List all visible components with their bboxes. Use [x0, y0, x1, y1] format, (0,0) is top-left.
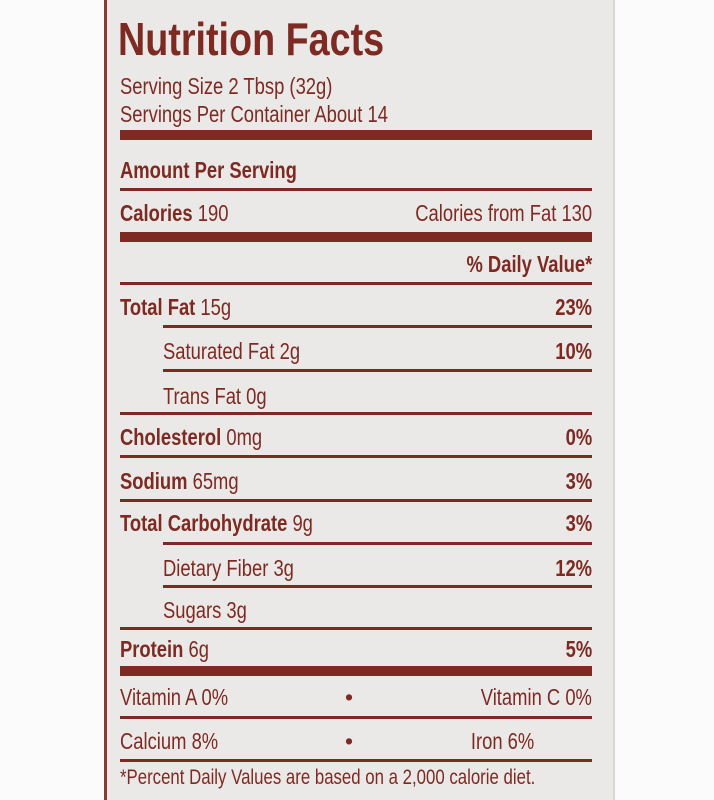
- nutrient-row: Sugars 3g: [120, 596, 592, 624]
- divider: [120, 627, 592, 630]
- nutrient-row: Cholesterol 0mg 0%: [120, 423, 592, 451]
- vitamins-1-right: Iron 6%: [470, 728, 534, 754]
- bullet: •: [345, 728, 354, 754]
- divider: [120, 666, 592, 676]
- serving-size: Serving Size 2 Tbsp (32g): [120, 73, 333, 99]
- calories-from-fat-label: Calories from Fat: [415, 200, 557, 226]
- calories-from-fat-value: 130: [561, 200, 592, 226]
- divider: [120, 232, 592, 242]
- nutrients-2-label: Trans Fat: [163, 383, 242, 409]
- nutrients-5-label: Total Carbohydrate: [120, 510, 288, 536]
- vitamin-row: Calcium 8% • Iron 6%: [120, 727, 592, 755]
- vitamins-0-right: Vitamin C 0%: [480, 684, 592, 710]
- vitamin-row: Vitamin A 0% • Vitamin C 0%: [120, 683, 592, 711]
- divider: [120, 716, 592, 719]
- nutrients-4-dv: 3%: [565, 468, 592, 494]
- nutrients-8-amount: 6g: [188, 636, 209, 662]
- nutrient-row: Total Carbohydrate 9g 3%: [120, 509, 592, 537]
- divider: [120, 412, 592, 415]
- nutrients-5-dv: 3%: [565, 510, 592, 536]
- footnote: *Percent Daily Values are based on a 2,0…: [120, 766, 536, 789]
- divider: [120, 759, 592, 762]
- nutrient-row: Dietary Fiber 3g 12%: [120, 554, 592, 582]
- nutrients-7-amount: 3g: [226, 597, 247, 623]
- nutrients-1-dv: 10%: [555, 338, 592, 364]
- divider: [163, 585, 592, 588]
- bullet: •: [345, 684, 354, 710]
- divider: [120, 188, 592, 191]
- divider: [120, 282, 592, 285]
- calories-label: Calories: [120, 200, 193, 226]
- divider: [163, 369, 592, 372]
- nutrient-row: Sodium 65mg 3%: [120, 467, 592, 495]
- nutrients-6-amount: 3g: [273, 555, 294, 581]
- nutrients-0-label: Total Fat: [120, 294, 196, 320]
- servings-per-container: Servings Per Container About 14: [120, 101, 388, 127]
- divider: [120, 455, 592, 458]
- nutrients-8-label: Protein: [120, 636, 184, 662]
- nutrients-4-label: Sodium: [120, 468, 188, 494]
- nutrient-row: Trans Fat 0g: [120, 382, 592, 410]
- nutrients-0-amount: 15g: [200, 294, 232, 320]
- nutrients-3-amount: 0mg: [226, 424, 263, 450]
- nutrients-6-dv: 12%: [555, 555, 592, 581]
- nutrients-0-dv: 23%: [555, 294, 592, 320]
- nutrients-6-label: Dietary Fiber: [163, 555, 269, 581]
- divider: [163, 325, 592, 328]
- label-title: Nutrition Facts: [118, 13, 385, 65]
- nutrients-3-dv: 0%: [565, 424, 592, 450]
- nutrients-1-amount: 2g: [279, 338, 301, 364]
- amount-per-serving: Amount Per Serving: [120, 157, 297, 183]
- divider: [120, 499, 592, 502]
- vitamins-0-left: Vitamin A 0%: [120, 684, 229, 710]
- nutrients-3-label: Cholesterol: [120, 424, 222, 450]
- daily-value-header: % Daily Value*: [466, 251, 592, 277]
- nutrients-1-label: Saturated Fat: [163, 338, 275, 364]
- nutrients-7-label: Sugars: [163, 597, 222, 623]
- nutrients-2-amount: 0g: [246, 383, 267, 409]
- calories-row: Calories 190 Calories from Fat 130: [120, 199, 592, 227]
- nutrient-row: Protein 6g 5%: [120, 635, 592, 663]
- nutrients-8-dv: 5%: [565, 636, 592, 662]
- nutrients-4-amount: 65mg: [192, 468, 239, 494]
- vitamins-1-left: Calcium 8%: [120, 728, 219, 754]
- divider: [120, 130, 592, 140]
- calories-value: 190: [197, 200, 229, 226]
- nutrients-5-amount: 9g: [292, 510, 313, 536]
- nutrient-row: Total Fat 15g 23%: [120, 293, 592, 321]
- divider: [163, 542, 592, 545]
- nutrient-row: Saturated Fat 2g 10%: [120, 337, 592, 365]
